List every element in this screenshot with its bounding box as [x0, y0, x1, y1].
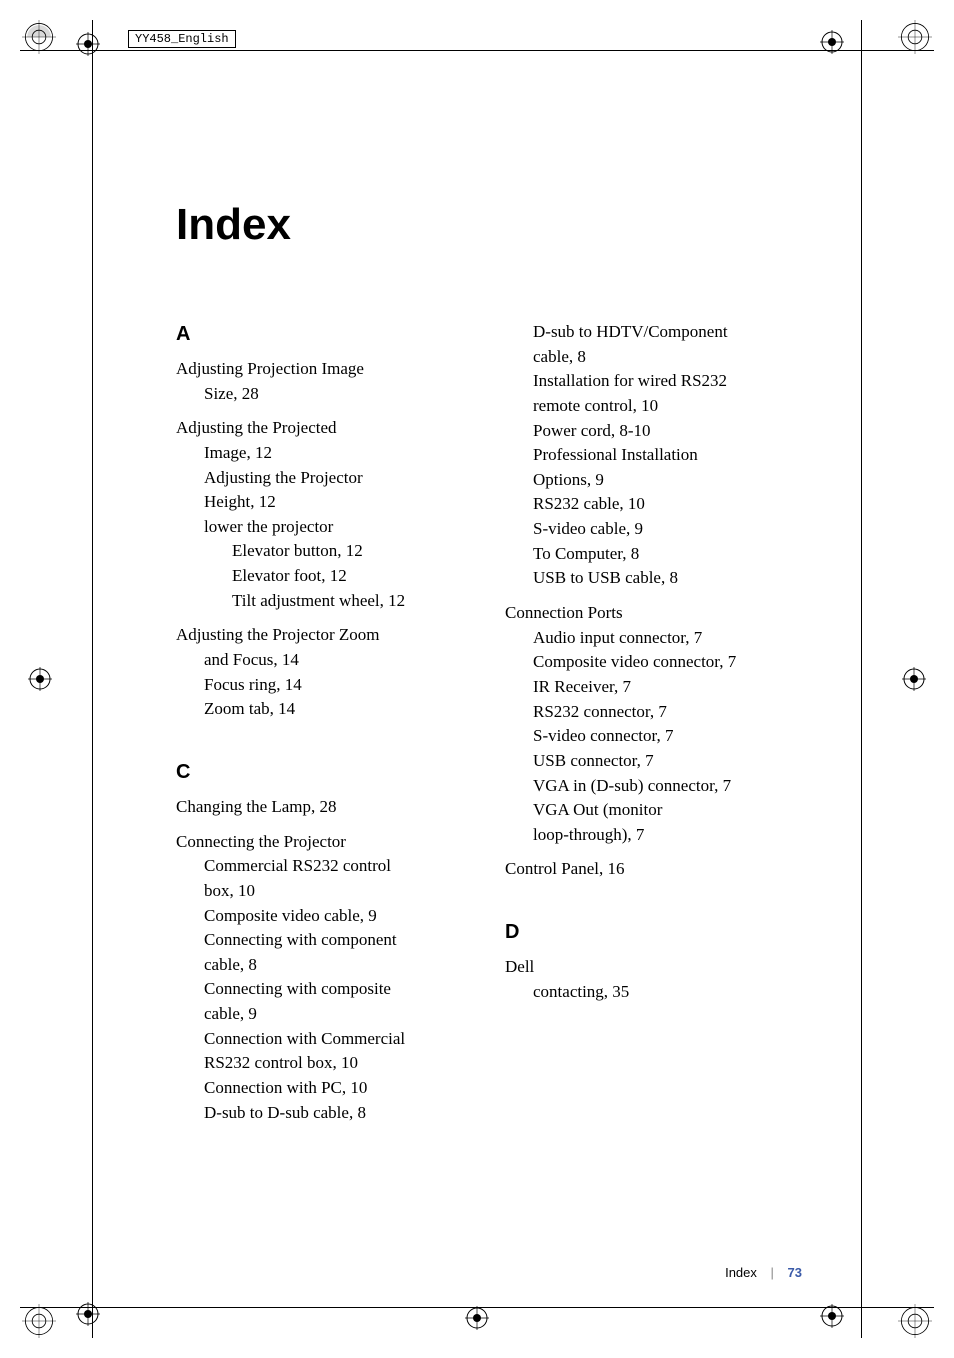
registration-mark-icon [76, 1302, 100, 1326]
page-footer: Index | 73 [725, 1265, 802, 1280]
index-entry-head: Control Panel, 16 [505, 857, 804, 882]
index-subentry: Commercial RS232 control [176, 854, 475, 879]
index-subentry: S-video cable, 9 [505, 517, 804, 542]
index-entry: Connecting the Projector Commercial RS23… [176, 830, 475, 1126]
index-subentry: Options, 9 [505, 468, 804, 493]
index-subentry: Adjusting the Projector [176, 466, 475, 491]
index-left-column: A Adjusting Projection Image Size, 28 Ad… [176, 320, 475, 1135]
index-subentry: USB to USB cable, 8 [505, 566, 804, 591]
footer-separator: | [771, 1265, 774, 1280]
page-title: Index [176, 200, 804, 250]
index-subentry: Zoom tab, 14 [176, 697, 475, 722]
index-subentry: Connection with Commercial [176, 1027, 475, 1052]
registration-mark-icon [902, 667, 926, 691]
section-letter-c: C [176, 758, 475, 787]
page-content: Index A Adjusting Projection Image Size,… [176, 200, 804, 1238]
index-subentry: Image, 12 [176, 441, 475, 466]
index-entry-head: Connection Ports [505, 601, 804, 626]
index-subentry: Composite video connector, 7 [505, 650, 804, 675]
registration-mark-icon [465, 1306, 489, 1330]
registration-mark-icon [76, 32, 100, 56]
index-entry-head: Connecting the Projector [176, 830, 475, 855]
index-subentry: cable, 8 [176, 953, 475, 978]
index-entry: Changing the Lamp, 28 [176, 795, 475, 820]
index-subentry: Composite video cable, 9 [176, 904, 475, 929]
index-subentry: Elevator button, 12 [176, 539, 475, 564]
index-subentry: Height, 12 [176, 490, 475, 515]
section-letter-d: D [505, 918, 804, 947]
index-subentry: contacting, 35 [505, 980, 804, 1005]
index-subentry: cable, 9 [176, 1002, 475, 1027]
index-entry: Adjusting the Projected Image, 12 Adjust… [176, 416, 475, 613]
crop-mark-icon [898, 20, 932, 54]
index-subentry: VGA in (D-sub) connector, 7 [505, 774, 804, 799]
index-subentry: S-video connector, 7 [505, 724, 804, 749]
index-entry: Adjusting the Projector Zoom and Focus, … [176, 623, 475, 722]
index-subentry: Elevator foot, 12 [176, 564, 475, 589]
page-number: 73 [788, 1265, 802, 1280]
index-subentry: Professional Installation [505, 443, 804, 468]
index-subentry: Installation for wired RS232 [505, 369, 804, 394]
trim-line [20, 50, 934, 51]
index-subentry: Size, 28 [176, 382, 475, 407]
index-columns: A Adjusting Projection Image Size, 28 Ad… [176, 320, 804, 1135]
index-entry-head: Dell [505, 955, 804, 980]
trim-line [20, 1307, 934, 1308]
index-subentry: Power cord, 8-10 [505, 419, 804, 444]
index-subentry: RS232 connector, 7 [505, 700, 804, 725]
index-subentry: and Focus, 14 [176, 648, 475, 673]
trim-line [861, 20, 862, 1338]
index-entry: Control Panel, 16 [505, 857, 804, 882]
footer-section-label: Index [725, 1265, 757, 1280]
index-subentry: cable, 8 [505, 345, 804, 370]
index-subentry: RS232 control box, 10 [176, 1051, 475, 1076]
index-subentry: loop-through), 7 [505, 823, 804, 848]
index-subentry: Focus ring, 14 [176, 673, 475, 698]
crop-mark-icon [22, 1304, 56, 1338]
index-entry-head: Adjusting the Projector Zoom [176, 623, 475, 648]
index-entry-head: Changing the Lamp, 28 [176, 795, 475, 820]
index-entry: D-sub to HDTV/Component cable, 8 Install… [505, 320, 804, 591]
section-letter-a: A [176, 320, 475, 349]
index-subentry: Connection with PC, 10 [176, 1076, 475, 1101]
index-subentry: RS232 cable, 10 [505, 492, 804, 517]
index-entry-head: Adjusting Projection Image [176, 357, 475, 382]
index-subentry: Tilt adjustment wheel, 12 [176, 589, 475, 614]
index-entry: Connection Ports Audio input connector, … [505, 601, 804, 847]
index-entry-head: Adjusting the Projected [176, 416, 475, 441]
index-subentry: Connecting with component [176, 928, 475, 953]
index-right-column: D-sub to HDTV/Component cable, 8 Install… [505, 320, 804, 1135]
index-subentry: To Computer, 8 [505, 542, 804, 567]
index-subentry: IR Receiver, 7 [505, 675, 804, 700]
index-entry: Adjusting Projection Image Size, 28 [176, 357, 475, 406]
index-subentry: lower the projector [176, 515, 475, 540]
crop-mark-icon [898, 1304, 932, 1338]
index-subentry: VGA Out (monitor [505, 798, 804, 823]
crop-mark-icon [22, 20, 56, 54]
index-subentry: USB connector, 7 [505, 749, 804, 774]
file-slug-label: YY458_English [128, 30, 236, 48]
trim-line [92, 20, 93, 1338]
index-entry: Dell contacting, 35 [505, 955, 804, 1004]
index-subentry: Connecting with composite [176, 977, 475, 1002]
index-subentry: Audio input connector, 7 [505, 626, 804, 651]
registration-mark-icon [28, 667, 52, 691]
index-subentry: D-sub to HDTV/Component [505, 320, 804, 345]
index-subentry: box, 10 [176, 879, 475, 904]
index-subentry: D-sub to D-sub cable, 8 [176, 1101, 475, 1126]
index-subentry: remote control, 10 [505, 394, 804, 419]
